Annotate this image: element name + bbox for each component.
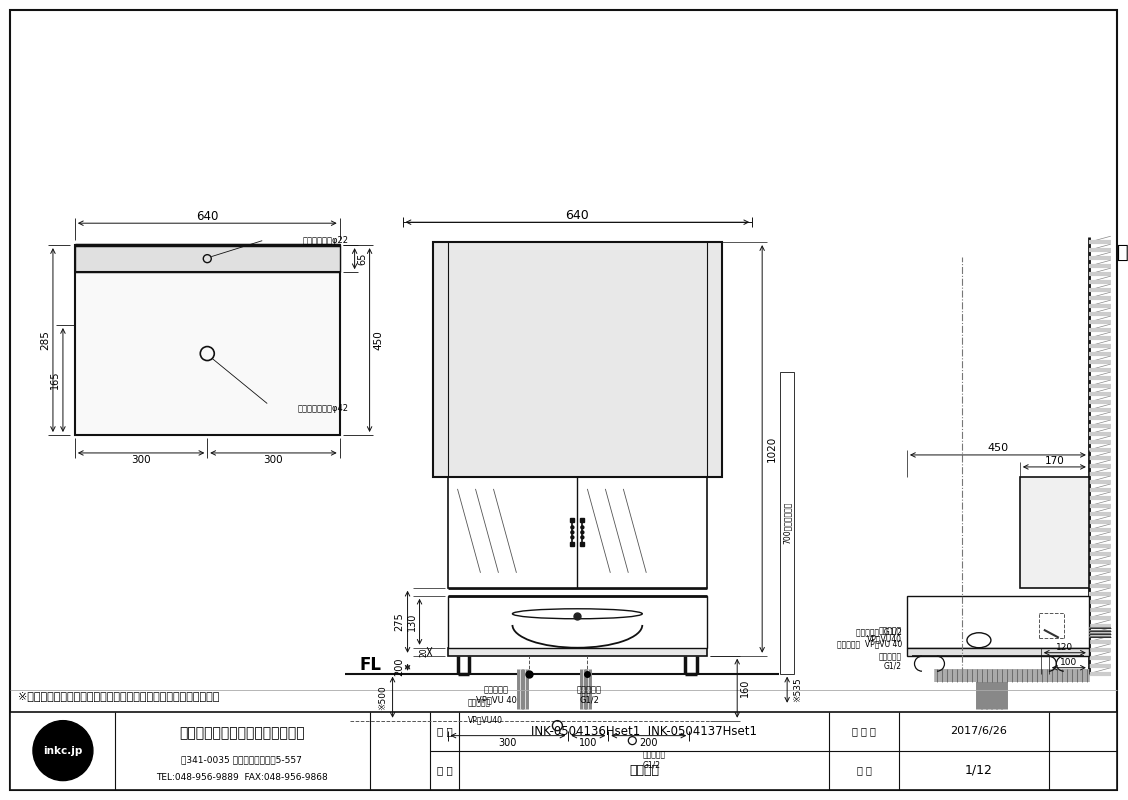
Ellipse shape	[967, 633, 990, 648]
Text: 給排水図: 給排水図	[629, 763, 659, 777]
Text: 図 名: 図 名	[437, 765, 452, 775]
Text: 壁給水位置: 壁給水位置	[642, 750, 666, 760]
Text: 300: 300	[264, 455, 283, 465]
Bar	[907, 596, 1089, 648]
Circle shape	[581, 531, 584, 534]
Bar	[432, 242, 722, 477]
Text: TEL:048-956-9889  FAX:048-956-9868: TEL:048-956-9889 FAX:048-956-9868	[156, 774, 327, 782]
Bar	[448, 477, 707, 588]
Circle shape	[33, 721, 92, 781]
Text: 20: 20	[418, 647, 428, 657]
Text: 作 成 日: 作 成 日	[852, 726, 876, 736]
Ellipse shape	[512, 609, 642, 618]
Text: 1/12: 1/12	[964, 763, 993, 777]
Text: 450: 450	[987, 443, 1008, 453]
Bar	[448, 596, 707, 648]
Text: 〒341-0035 埼玉県三郷市鹿野5-557: 〒341-0035 埼玉県三郷市鹿野5-557	[182, 755, 302, 765]
Text: 640: 640	[196, 210, 219, 222]
Text: 275: 275	[395, 612, 405, 631]
Text: G1/2: G1/2	[580, 696, 599, 705]
Text: ※535: ※535	[793, 678, 802, 702]
Text: 65: 65	[358, 253, 368, 265]
Text: 300: 300	[499, 738, 517, 748]
Text: 160: 160	[740, 679, 750, 698]
Text: 285: 285	[39, 330, 50, 350]
Text: 壁: 壁	[1117, 242, 1128, 262]
Text: G1/2: G1/2	[642, 761, 660, 770]
Text: 床排水位置  VP・VU 40: 床排水位置 VP・VU 40	[837, 639, 902, 648]
Circle shape	[571, 536, 574, 539]
Text: VP・VU40: VP・VU40	[467, 716, 502, 725]
Text: 品 名: 品 名	[437, 726, 452, 736]
Text: ※500: ※500	[378, 685, 387, 710]
Text: 300: 300	[131, 455, 151, 465]
Bar	[10, 712, 1117, 790]
Text: VP・VU 40: VP・VU 40	[476, 696, 517, 705]
Text: 2017/6/26: 2017/6/26	[951, 726, 1007, 736]
Circle shape	[571, 526, 574, 529]
Bar	[1020, 477, 1089, 588]
Text: INK-0504136Hset1  INK-0504137Hset1: INK-0504136Hset1 INK-0504137Hset1	[531, 725, 757, 738]
Text: inkc.jp: inkc.jp	[43, 746, 82, 756]
Text: 200: 200	[640, 738, 658, 748]
Text: 尺 度: 尺 度	[856, 765, 872, 775]
Circle shape	[571, 531, 574, 534]
Text: 壁排水位置: 壁排水位置	[879, 626, 902, 635]
Text: 200: 200	[395, 658, 405, 677]
Text: G1/2: G1/2	[884, 662, 902, 670]
Text: 640: 640	[565, 209, 589, 222]
Text: 1020: 1020	[767, 436, 777, 462]
Text: 700（取付推奨）: 700（取付推奨）	[783, 502, 792, 544]
Text: 床給水位置  G1/2: 床給水位置 G1/2	[856, 627, 902, 636]
Text: 排水栓取付穴　φ42: 排水栓取付穴 φ42	[297, 404, 349, 413]
Text: 壁排水位置: 壁排水位置	[467, 698, 491, 708]
Text: VP・VU40: VP・VU40	[867, 634, 902, 643]
Bar	[74, 245, 340, 272]
Circle shape	[581, 526, 584, 529]
Text: 165: 165	[50, 370, 60, 390]
Text: 450: 450	[373, 330, 384, 350]
Text: 株式会社インクコーポレーション: 株式会社インクコーポレーション	[179, 726, 305, 741]
Bar	[781, 372, 794, 674]
Text: 床排水位置: 床排水位置	[484, 686, 509, 694]
Text: 水栓取付穴　φ22: 水栓取付穴 φ22	[302, 236, 349, 245]
Bar	[907, 648, 1089, 656]
Bar	[74, 245, 340, 435]
Text: 120: 120	[1056, 643, 1074, 652]
Text: 壁給水位置: 壁給水位置	[879, 652, 902, 662]
Text: 170: 170	[1045, 456, 1064, 466]
Text: 100: 100	[1060, 658, 1077, 667]
Text: 100: 100	[579, 738, 598, 748]
Text: 130: 130	[406, 613, 416, 631]
Text: 床給水位置: 床給水位置	[576, 686, 602, 694]
Text: FL: FL	[360, 656, 381, 674]
Bar	[448, 648, 707, 656]
Text: ※給排水位置は推奨位置の為、現場に合わせて施工してください。: ※給排水位置は推奨位置の為、現場に合わせて施工してください。	[18, 690, 219, 701]
Circle shape	[581, 536, 584, 539]
